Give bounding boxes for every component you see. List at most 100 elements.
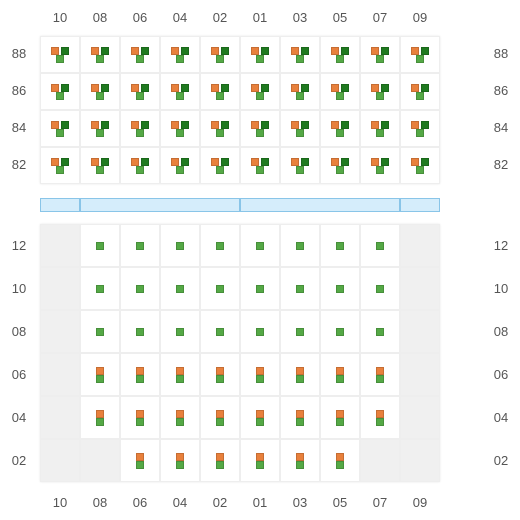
seat-cell[interactable]: [320, 224, 360, 267]
seat-cell[interactable]: [320, 310, 360, 353]
seat-cell[interactable]: [240, 267, 280, 310]
seat-cell[interactable]: [280, 310, 320, 353]
seat-cell[interactable]: [80, 110, 120, 147]
seat-cell[interactable]: [40, 110, 80, 147]
seat-cell[interactable]: [320, 73, 360, 110]
column-label: 05: [320, 495, 360, 510]
seat-cell[interactable]: [160, 267, 200, 310]
seat-row: [296, 129, 304, 137]
seat-cell[interactable]: [120, 267, 160, 310]
seat-row: [136, 418, 144, 426]
seat-cell[interactable]: [160, 439, 200, 482]
empty-cell: [360, 439, 400, 482]
seat-cell[interactable]: [120, 439, 160, 482]
seat-row: [176, 410, 184, 418]
seat-cell[interactable]: [360, 110, 400, 147]
seat-cell[interactable]: [280, 439, 320, 482]
seat-cell[interactable]: [280, 224, 320, 267]
seat-cell[interactable]: [160, 310, 200, 353]
seat-cell[interactable]: [120, 396, 160, 439]
seat-row: [176, 461, 184, 469]
seat-cell[interactable]: [320, 267, 360, 310]
seat-cell[interactable]: [400, 73, 440, 110]
seat-cell[interactable]: [160, 224, 200, 267]
seat-cell[interactable]: [320, 439, 360, 482]
seat-cell[interactable]: [360, 36, 400, 73]
seat-cell[interactable]: [200, 310, 240, 353]
seat-cell[interactable]: [200, 267, 240, 310]
seat-cell[interactable]: [280, 267, 320, 310]
seat-cell[interactable]: [200, 396, 240, 439]
seat-cell[interactable]: [120, 110, 160, 147]
seat-cell[interactable]: [80, 353, 120, 396]
seat-cell[interactable]: [240, 147, 280, 184]
seat-cell[interactable]: [240, 439, 280, 482]
seat-cell[interactable]: [80, 224, 120, 267]
seat-cell[interactable]: [360, 353, 400, 396]
seat-cell[interactable]: [40, 147, 80, 184]
seat-cell[interactable]: [160, 73, 200, 110]
seat-cell[interactable]: [120, 147, 160, 184]
seat-cell[interactable]: [80, 267, 120, 310]
seat-cell[interactable]: [240, 396, 280, 439]
seat-cell[interactable]: [360, 147, 400, 184]
seat-cell[interactable]: [360, 73, 400, 110]
seat-cell[interactable]: [200, 73, 240, 110]
seat-cell[interactable]: [280, 110, 320, 147]
seat-row: [296, 461, 304, 469]
seat-cell[interactable]: [200, 439, 240, 482]
seat-row: [136, 328, 144, 336]
seat-cell[interactable]: [160, 353, 200, 396]
seat-cell[interactable]: [80, 310, 120, 353]
seat-cell[interactable]: [200, 353, 240, 396]
seat-cell[interactable]: [240, 36, 280, 73]
seat-cell[interactable]: [240, 224, 280, 267]
seat-cell[interactable]: [200, 36, 240, 73]
seat-cell[interactable]: [320, 36, 360, 73]
seat-cell[interactable]: [240, 310, 280, 353]
seat-row: [376, 375, 384, 383]
seat-cell[interactable]: [80, 36, 120, 73]
seat-cell[interactable]: [320, 147, 360, 184]
seat-cell[interactable]: [360, 396, 400, 439]
seat-cell[interactable]: [320, 396, 360, 439]
seat-square: [336, 453, 344, 461]
seat-cell[interactable]: [40, 36, 80, 73]
seat-cell[interactable]: [360, 310, 400, 353]
seat-cell[interactable]: [160, 147, 200, 184]
seat-cell[interactable]: [80, 147, 120, 184]
seat-square: [296, 166, 304, 174]
seat-cell[interactable]: [120, 224, 160, 267]
seat-cell[interactable]: [120, 353, 160, 396]
seat-cell[interactable]: [280, 73, 320, 110]
seat-cell[interactable]: [360, 224, 400, 267]
seat-cell[interactable]: [200, 224, 240, 267]
seat-cell[interactable]: [360, 267, 400, 310]
seat-cell[interactable]: [200, 147, 240, 184]
seat-cell[interactable]: [160, 396, 200, 439]
seat-cell[interactable]: [80, 73, 120, 110]
seat-square: [131, 158, 139, 166]
seat-cell[interactable]: [160, 36, 200, 73]
seat-cell[interactable]: [40, 73, 80, 110]
seat-cell[interactable]: [280, 396, 320, 439]
seat-cell[interactable]: [320, 353, 360, 396]
seat-cell[interactable]: [240, 353, 280, 396]
seat-cell[interactable]: [120, 73, 160, 110]
seat-cell[interactable]: [240, 73, 280, 110]
seat-cell[interactable]: [240, 110, 280, 147]
seat-cell[interactable]: [400, 110, 440, 147]
seat-cell[interactable]: [280, 147, 320, 184]
seat-cell[interactable]: [120, 36, 160, 73]
seat-cell[interactable]: [320, 110, 360, 147]
empty-cell: [40, 267, 80, 310]
seat-row: [336, 285, 344, 293]
seat-cell[interactable]: [80, 396, 120, 439]
seat-cell[interactable]: [400, 147, 440, 184]
seat-cell[interactable]: [280, 353, 320, 396]
seat-cell[interactable]: [280, 36, 320, 73]
seat-cell[interactable]: [200, 110, 240, 147]
seat-cell[interactable]: [160, 110, 200, 147]
seat-cell[interactable]: [120, 310, 160, 353]
seat-cell[interactable]: [400, 36, 440, 73]
